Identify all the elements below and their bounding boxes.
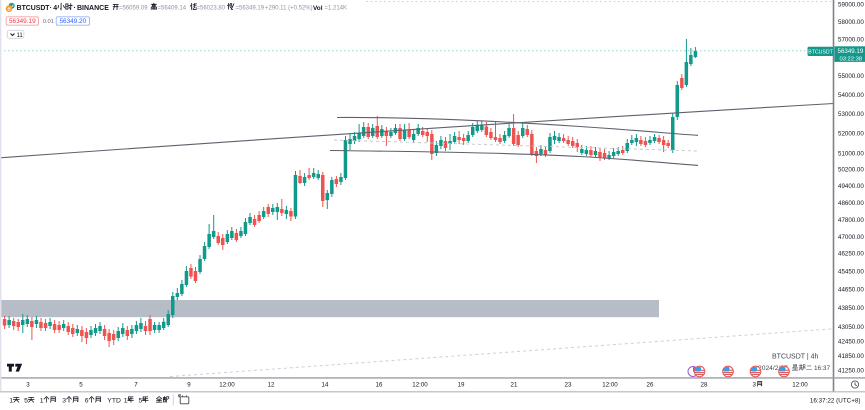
- svg-text:56349.19: 56349.19: [838, 48, 864, 55]
- svg-text:1: 1: [9, 397, 13, 404]
- svg-text:·: ·: [50, 5, 52, 12]
- svg-text:47800.00: 47800.00: [838, 217, 864, 224]
- svg-text:BINANCE: BINANCE: [77, 5, 109, 12]
- svg-text:12:00: 12:00: [412, 382, 428, 389]
- svg-text:12:00: 12:00: [602, 382, 618, 389]
- svg-text:2024/2/27: 2024/2/27: [758, 365, 788, 372]
- svg-text:14: 14: [322, 382, 329, 389]
- svg-text:52000.00: 52000.00: [838, 131, 864, 138]
- svg-text:43850.00: 43850.00: [838, 305, 864, 312]
- svg-text:6: 6: [85, 397, 89, 404]
- svg-text:46250.00: 46250.00: [838, 251, 864, 258]
- svg-text:5: 5: [79, 382, 83, 389]
- svg-text:44650.00: 44650.00: [838, 287, 864, 294]
- svg-text:5: 5: [24, 397, 28, 404]
- svg-text:BTCUSDT: BTCUSDT: [808, 50, 833, 56]
- svg-text:47000.00: 47000.00: [838, 234, 864, 241]
- svg-text:BTCUSDT: BTCUSDT: [17, 5, 51, 12]
- svg-text:1: 1: [124, 397, 128, 404]
- svg-text:11: 11: [17, 33, 24, 39]
- svg-text:54000.00: 54000.00: [838, 92, 864, 99]
- svg-text:55000.00: 55000.00: [838, 73, 864, 80]
- svg-text:41850.00: 41850.00: [838, 353, 864, 360]
- svg-text:53000.00: 53000.00: [838, 111, 864, 118]
- svg-text:23: 23: [565, 382, 572, 389]
- svg-text:3: 3: [753, 381, 757, 388]
- svg-text:56349.20: 56349.20: [59, 18, 86, 25]
- svg-text:=56409.14: =56409.14: [158, 6, 187, 12]
- svg-text:21: 21: [511, 382, 518, 389]
- svg-text:45450.00: 45450.00: [838, 268, 864, 275]
- svg-text:YTD: YTD: [107, 397, 121, 404]
- svg-text:57000.00: 57000.00: [838, 37, 864, 44]
- svg-text:12:00: 12:00: [219, 382, 235, 389]
- svg-text:Vol: Vol: [313, 5, 323, 12]
- svg-text:28: 28: [701, 382, 708, 389]
- svg-text:16:37: 16:37: [814, 365, 830, 372]
- svg-text:48600.00: 48600.00: [838, 200, 864, 207]
- svg-text:3: 3: [62, 397, 66, 404]
- svg-text:51000.00: 51000.00: [838, 151, 864, 158]
- svg-text:0.01: 0.01: [43, 19, 54, 25]
- svg-text:42450.00: 42450.00: [838, 338, 864, 345]
- svg-text:1: 1: [40, 397, 44, 404]
- svg-text:=56023.80: =56023.80: [197, 6, 226, 12]
- svg-text:59000.00: 59000.00: [838, 1, 864, 8]
- svg-text:50200.00: 50200.00: [838, 167, 864, 174]
- svg-text:58000.00: 58000.00: [838, 19, 864, 26]
- svg-text:56349.19: 56349.19: [9, 18, 36, 25]
- svg-text:=1.214K: =1.214K: [325, 6, 348, 12]
- svg-text:43050.00: 43050.00: [838, 324, 864, 331]
- svg-text:19: 19: [458, 382, 465, 389]
- svg-text:3: 3: [26, 382, 30, 389]
- svg-text:12:00: 12:00: [792, 382, 808, 389]
- svg-text:=56059.09: =56059.09: [119, 6, 148, 12]
- svg-text:BTCUSDT | 4h: BTCUSDT | 4h: [772, 354, 819, 361]
- svg-text:5: 5: [139, 397, 143, 404]
- svg-text:16:37:22 (UTC+8): 16:37:22 (UTC+8): [810, 397, 861, 404]
- svg-text:=56349.19: =56349.19: [236, 6, 265, 12]
- svg-text:9: 9: [187, 382, 191, 389]
- svg-text:49400.00: 49400.00: [838, 183, 864, 190]
- svg-text:4: 4: [53, 5, 57, 12]
- svg-text:·: ·: [74, 5, 76, 12]
- svg-text:03:22:38: 03:22:38: [840, 56, 863, 62]
- svg-text:41250.00: 41250.00: [838, 368, 864, 375]
- svg-text:+290.11 (+0.52%): +290.11 (+0.52%): [265, 6, 313, 12]
- svg-text:16: 16: [376, 382, 383, 389]
- svg-text:12: 12: [268, 382, 275, 389]
- svg-text:B: B: [7, 7, 11, 13]
- svg-text:26: 26: [647, 382, 654, 389]
- svg-text:7: 7: [134, 382, 138, 389]
